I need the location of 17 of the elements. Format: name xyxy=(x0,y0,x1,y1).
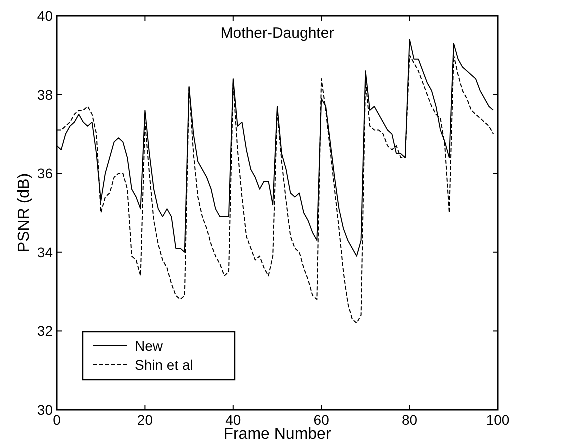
y-tick-label: 38 xyxy=(37,86,54,103)
x-tick-label: 0 xyxy=(53,412,62,428)
x-tick-label: 20 xyxy=(137,412,154,428)
text: Mother-Daughter xyxy=(220,25,334,42)
x-axis-title: Frame Number xyxy=(224,426,332,441)
y-axis-title: PSNR (dB) xyxy=(16,173,33,253)
y-tick-label: 34 xyxy=(37,244,54,260)
x-tick-label: 60 xyxy=(314,412,330,428)
y-tick-label: 30 xyxy=(37,402,54,418)
x-tick-label: 100 xyxy=(486,412,510,428)
y-tick-label: 32 xyxy=(37,323,54,340)
legend-label: Shin et al xyxy=(135,357,194,373)
x-tick-label: 80 xyxy=(402,412,418,428)
y-tick-label: 40 xyxy=(37,8,54,24)
x-tick-label: 40 xyxy=(226,412,242,428)
y-tick-label: 36 xyxy=(37,166,54,182)
legend-label: New xyxy=(135,338,164,354)
